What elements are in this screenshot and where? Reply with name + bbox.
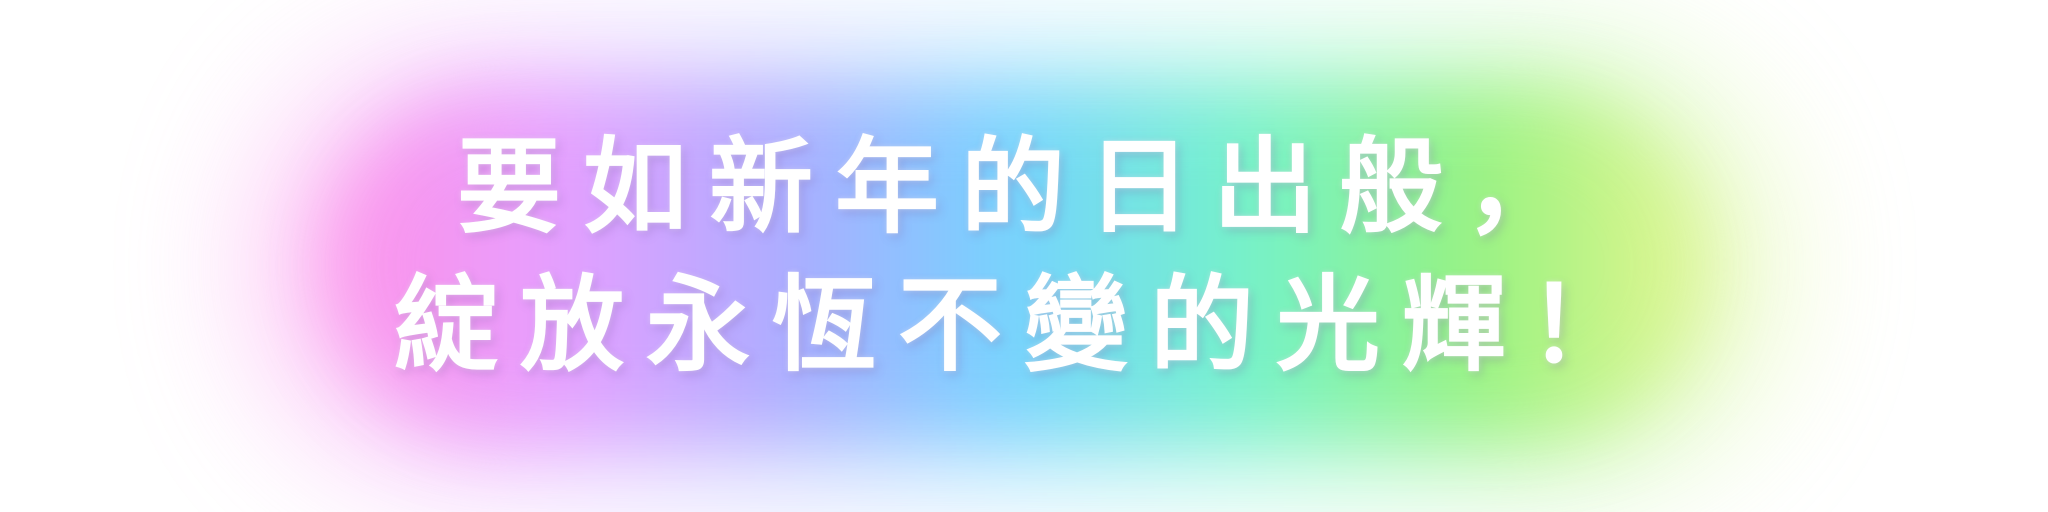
headline: 要如新年的日出般， 綻放永恆不變的光輝！ xyxy=(0,118,2048,394)
rainbow-glow xyxy=(330,95,1700,435)
headline-line-1: 要如新年的日出般， xyxy=(456,126,1591,248)
headline-line-2: 綻放永恆不變的光輝！ xyxy=(393,264,1654,386)
